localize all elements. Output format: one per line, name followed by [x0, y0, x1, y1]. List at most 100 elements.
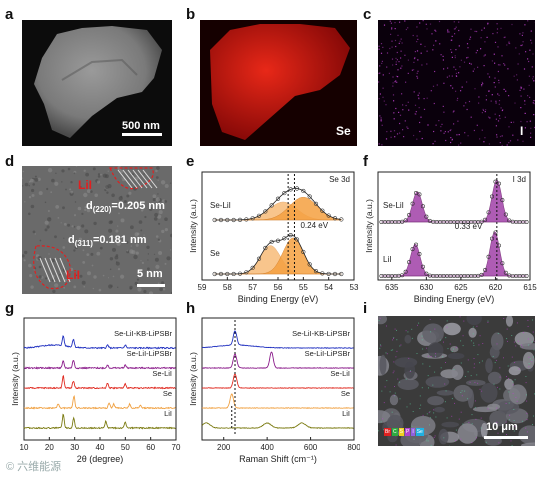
i-signal-dot	[434, 70, 436, 73]
tem-noise-grain	[166, 256, 171, 261]
i-signal-dot	[476, 49, 478, 52]
eds-overlay-dot	[429, 365, 431, 367]
i-signal-dot	[398, 61, 400, 63]
i-signal-dot	[416, 35, 418, 37]
i-signal-dot	[498, 79, 500, 81]
i-signal-dot	[433, 44, 435, 46]
eds-overlay-dot	[512, 384, 514, 386]
i-signal-dot	[469, 38, 471, 40]
y-axis-label: Intensity (a.u.)	[188, 199, 198, 253]
tem-noise-grain	[24, 250, 28, 255]
x-axis-label: Binding Energy (eV)	[238, 294, 319, 304]
tem-noise-grain	[34, 178, 39, 182]
eds-overlay-dot	[474, 400, 476, 402]
tem-noise-grain	[86, 253, 90, 256]
lattice-fringe	[122, 169, 138, 189]
tem-noise-grain	[28, 212, 31, 216]
eds-overlay-dot	[498, 442, 500, 444]
eds-overlay-dot	[399, 381, 401, 383]
eds-overlay-dot	[532, 424, 533, 425]
i-signal-dot	[520, 107, 522, 109]
tem-noise-grain	[110, 220, 113, 224]
tem-noise-grain	[65, 188, 67, 191]
tem-noise-grain	[99, 246, 103, 250]
xps-data-point	[307, 262, 312, 267]
eds-overlay-dot	[473, 367, 475, 369]
xps-data-point	[301, 249, 306, 255]
i-signal-dot	[453, 28, 455, 30]
i-signal-dot	[528, 75, 530, 77]
eds-overlay-dot	[506, 428, 508, 430]
i-signal-dot	[382, 87, 384, 89]
tem-noise-grain	[87, 271, 91, 276]
eds-overlay-dot	[472, 333, 474, 335]
eds-overlay-dot	[485, 441, 487, 443]
tem-noise-grain	[143, 173, 145, 175]
i-signal-dot	[396, 59, 398, 61]
series-line	[24, 375, 176, 390]
i-signal-dot	[513, 75, 515, 77]
tem-noise-grain	[110, 284, 114, 288]
tem-noise-grain	[78, 237, 83, 241]
tem-noise-grain	[143, 289, 147, 294]
tem-noise-grain	[164, 217, 168, 221]
tem-noise-grain	[159, 287, 163, 292]
i-signal-dot	[396, 81, 398, 83]
eds-overlay-dot	[499, 388, 501, 390]
tem-noise-grain	[67, 167, 71, 171]
i-signal-dot	[378, 72, 380, 74]
eds-overlay-dot	[378, 320, 380, 322]
eds-overlay-dot	[435, 416, 437, 418]
lattice-fringe	[127, 169, 143, 189]
eds-overlay-dot	[469, 381, 471, 383]
tem-noise-grain	[96, 251, 101, 256]
i-signal-dot	[400, 38, 402, 40]
i-signal-dot	[419, 130, 421, 133]
xps-data-point	[244, 270, 249, 275]
eds-overlay-dot	[474, 407, 476, 409]
lattice-fringe	[39, 257, 51, 283]
i-signal-dot	[512, 134, 514, 136]
eds-overlay-dot	[430, 444, 432, 446]
xps-data-point	[313, 201, 319, 206]
tem-noise-grain	[47, 217, 52, 222]
eds-overlay-dot	[405, 378, 407, 380]
tem-noise-grain	[98, 288, 102, 292]
series-line	[201, 372, 354, 389]
eds-overlay-dot	[456, 346, 458, 348]
eds-overlay-dot	[460, 438, 462, 440]
se-eds-map	[210, 24, 350, 140]
eds-overlay-dot	[451, 415, 453, 417]
eds-overlay-dot	[445, 390, 447, 392]
eds-overlay-dot	[382, 418, 384, 420]
i-signal-dot	[522, 32, 524, 34]
eds-overlay-dot	[386, 325, 387, 327]
i-signal-dot	[501, 144, 503, 146]
eds-overlay-dot	[523, 332, 524, 333]
i-signal-dot	[394, 22, 396, 24]
eds-overlay-dot	[442, 356, 444, 358]
i-signal-dot	[457, 97, 459, 99]
series-line	[201, 351, 354, 369]
eds-overlay-dot	[451, 398, 453, 400]
i-signal-dot	[392, 82, 394, 84]
x-tick-label: 60	[146, 443, 155, 452]
lil-bottom-label: LiI	[66, 268, 80, 282]
eds-overlay-dot	[471, 442, 473, 444]
i-signal-dot	[473, 129, 475, 132]
eds-overlay-dot	[455, 429, 457, 431]
i-signal-dot	[450, 141, 452, 144]
i-signal-dot	[460, 142, 462, 144]
x-tick-label: 70	[172, 443, 181, 452]
eds-overlay-dot	[528, 356, 530, 358]
tem-noise-grain	[55, 205, 60, 209]
eds-overlay-dot	[446, 326, 448, 328]
i-signal-dot	[416, 75, 418, 77]
eds-overlay-dot	[460, 392, 462, 393]
series-label: LiI	[164, 409, 172, 418]
eds-overlay-dot	[393, 337, 394, 339]
i-signal-dot	[393, 118, 395, 120]
i-signal-dot	[433, 130, 435, 133]
eds-overlay-dot	[393, 394, 395, 396]
shift-annotation: 0.33 eV	[455, 222, 483, 231]
